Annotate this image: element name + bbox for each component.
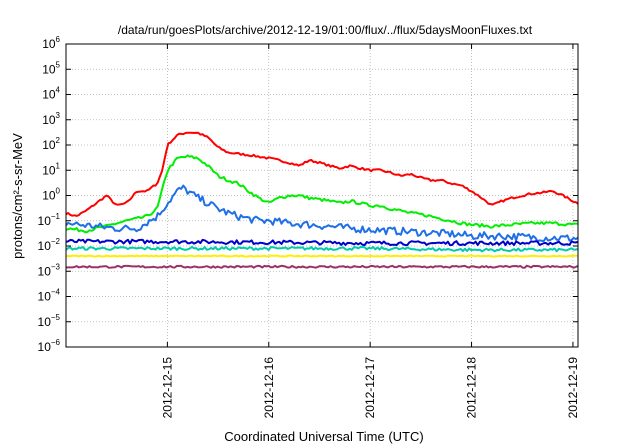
x-tick-label: 2012-12-19 — [566, 357, 580, 419]
y-tick-label: 10−1 — [38, 212, 61, 228]
y-axis-label: protons/cm²-s-sr-MeV — [10, 133, 25, 259]
series-line-3 — [65, 184, 579, 243]
y-tick-label: 100 — [42, 187, 60, 203]
series-layer — [65, 131, 579, 269]
x-axis-label: Coordinated Universal Time (UTC) — [224, 429, 423, 444]
y-tick-label: 10−4 — [38, 288, 61, 304]
y-tick-label: 10−3 — [38, 262, 61, 278]
x-axis: 2012-12-15 2012-12-16 2012-12-17 2012-12-18… — [160, 44, 580, 418]
chart-title: /data/run/goesPlots/archive/2012-12-19/0… — [118, 23, 533, 37]
grid — [66, 44, 578, 347]
x-tick-label: 2012-12-18 — [465, 357, 479, 419]
y-tick-label: 103 — [42, 111, 60, 127]
y-tick-label: 102 — [42, 136, 60, 152]
series-line-7 — [65, 264, 579, 269]
x-tick-label: 2012-12-16 — [262, 357, 276, 419]
y-axis: 10−6 10−5 10−4 10−3 10−2 10−1 100 101 102 103 104 1… — [38, 35, 578, 354]
y-tick-label: 10−5 — [38, 313, 61, 329]
y-tick-label: 104 — [42, 86, 60, 102]
y-tick-label: 10−6 — [38, 338, 61, 354]
x-tick-label: 2012-12-15 — [160, 357, 174, 419]
series-line-5 — [65, 246, 579, 253]
y-tick-label: 105 — [42, 60, 60, 76]
series-line-6 — [65, 254, 578, 258]
series-line-2 — [65, 154, 579, 234]
y-tick-label: 10−2 — [38, 237, 61, 253]
series-line-1 — [65, 131, 579, 217]
y-tick-label: 101 — [42, 161, 60, 177]
y-tick-label: 106 — [42, 35, 60, 51]
series-line-4 — [65, 238, 579, 247]
x-tick-label: 2012-12-17 — [363, 357, 377, 419]
